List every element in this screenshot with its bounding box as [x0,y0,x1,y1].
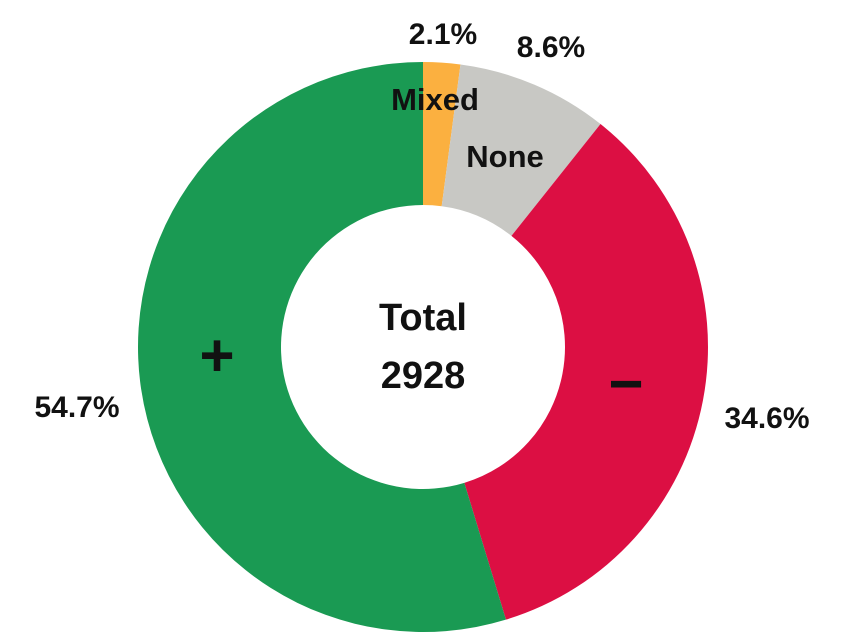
center-total-value: 2928 [381,355,466,397]
slice-label-positive: + [199,322,234,389]
center-total-title: Total [379,297,467,339]
slice-none [441,64,601,236]
center-total: Total 2928 [379,297,467,397]
slice-mixed [423,62,461,207]
slice-positive [138,62,506,632]
slice-percent-none: 8.6% [517,31,585,64]
donut-labels: Mixed 2.1% None 8.6% − 34.6% +54.7% [34,18,809,435]
slice-percent-positive: 54.7% [34,391,119,424]
slice-negative [464,124,708,620]
slice-percent-mixed: 2.1% [409,18,477,51]
slice-label-none: None [466,139,544,174]
donut-slices [138,62,708,632]
slice-label-negative: − [608,350,643,417]
slice-percent-negative: 34.6% [724,402,809,435]
slice-label-mixed: Mixed [391,82,479,117]
